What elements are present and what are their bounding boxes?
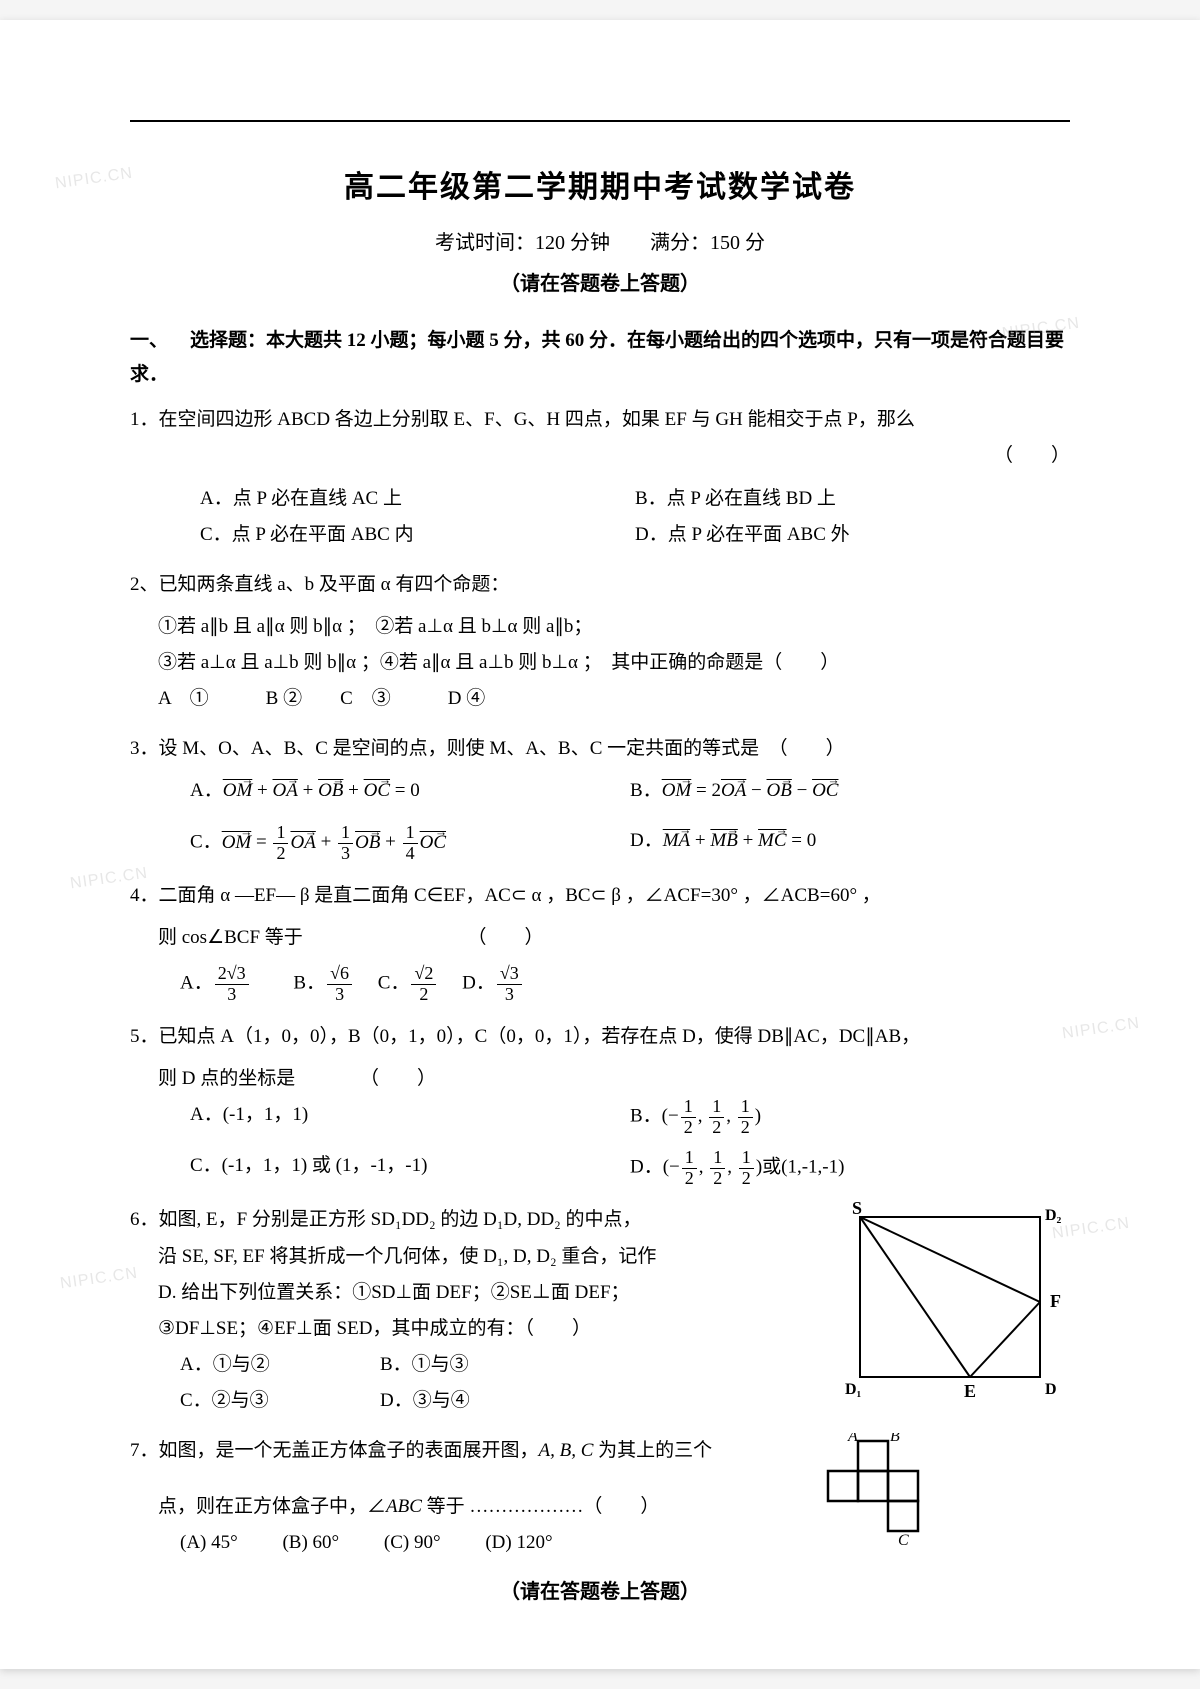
q3-opt-a: A．OM + OA + OB + OC = 0 <box>190 773 630 809</box>
q2-stem: 2、已知两条直线 a、b 及平面 α 有四个命题： <box>130 567 1070 603</box>
q1-stem: 1．在空间四边形 ABCD 各边上分别取 E、F、G、H 四点，如果 EF 与 … <box>130 409 915 430</box>
exam-meta: 考试时间：120 分钟 满分：150 分 <box>130 226 1070 255</box>
q5-opt-b: B．(−12, 12, 12) <box>630 1097 1070 1138</box>
svg-text:C: C <box>898 1532 909 1549</box>
q6-stem4: ③DF⊥SE；④EF⊥面 SED，其中成立的有：（ ） <box>130 1311 830 1347</box>
question-1: 1．在空间四边形 ABCD 各边上分别取 E、F、G、H 四点，如果 EF 与 … <box>130 402 1070 552</box>
q7-opts: (A) 45° (B) 60° (C) 90° (D) 120° <box>130 1525 850 1561</box>
q4-paren: （ ） <box>468 927 544 948</box>
svg-text:B: B <box>890 1433 900 1445</box>
q6-opt-b: B．①与③ <box>380 1347 469 1383</box>
exam-title: 高二年级第二学期期中考试数学试卷 <box>130 162 1070 206</box>
header-rule <box>130 120 1070 122</box>
svg-text:D₁: D₁ <box>845 1381 862 1398</box>
q5-stem: 5．已知点 A（1，0，0），B（0，1，0），C（0，0，1），若存在点 D，… <box>130 1019 1070 1055</box>
q6-opt-d: D．③与④ <box>380 1383 470 1419</box>
q1-opt-c: C．点 P 必在平面 ABC 内 <box>200 517 635 553</box>
q7-stem2: 点，则在正方体盒子中，∠ABC 等于 ………………（ ） <box>130 1489 850 1525</box>
watermark: NIPIC.CN <box>59 1265 139 1294</box>
q3-opt-c: C．OM = 12OA + 13OB + 14OC <box>190 823 630 864</box>
q4-opts: A．2√33 B．√63 C．√22 D．√33 <box>130 964 1070 1005</box>
exam-page: NIPIC.CN NIPIC.CN NIPIC.CN NIPIC.CN NIPI… <box>0 20 1200 1669</box>
svg-text:E: E <box>964 1381 976 1401</box>
q1-opt-b: B．点 P 必在直线 BD 上 <box>635 481 1070 517</box>
section-heading: 一、选择题：本大题共 12 小题；每小题 5 分，共 60 分．在每小题给出的四… <box>130 324 1070 392</box>
section-text: 选择题：本大题共 12 小题；每小题 5 分，共 60 分．在每小题给出的四个选… <box>130 330 1064 385</box>
q2-opts: A ① B ② C ③ D ④ <box>130 681 1070 717</box>
question-2: 2、已知两条直线 a、b 及平面 α 有四个命题： ①若 a∥b 且 a∥α 则… <box>130 567 1070 717</box>
q6-stem2: 沿 SE, SF, EF 将其折成一个几何体，使 D₁, D, D₂ 重合，记作 <box>130 1239 830 1275</box>
q7-stem1: 7．如图，是一个无盖正方体盒子的表面展开图，A, B, C 为其上的三个 <box>130 1433 850 1469</box>
watermark: NIPIC.CN <box>1061 1015 1141 1044</box>
question-3: 3．设 M、O、A、B、C 是空间的点，则使 M、A、B、C 一定共面的等式是 … <box>130 731 1070 864</box>
svg-text:D: D <box>1045 1381 1057 1398</box>
svg-text:F: F <box>1050 1291 1061 1311</box>
q3-opt-d: D．MA + MB + MC = 0 <box>630 823 1070 864</box>
q5-stem2: 则 D 点的坐标是 <box>158 1068 295 1089</box>
watermark: NIPIC.CN <box>54 165 134 194</box>
q5-paren: （ ） <box>360 1068 436 1089</box>
answer-note: （请在答题卷上答题） <box>130 267 1070 296</box>
q1-opt-d: D．点 P 必在平面 ABC 外 <box>635 517 1070 553</box>
q1-paren: （ ） <box>130 438 1070 474</box>
q2-line2: ③若 a⊥α 且 a⊥b 则 b∥α ；④若 a∥α 且 a⊥b 则 b⊥α ；… <box>130 645 1070 681</box>
svg-text:A: A <box>847 1433 858 1445</box>
question-5: 5．已知点 A（1，0，0），B（0，1，0），C（0，0，1），若存在点 D，… <box>130 1019 1070 1189</box>
q4-stem2: 则 cos∠BCF 等于 <box>158 927 303 948</box>
question-6: 6．如图, E，F 分别是正方形 SD₁DD₂ 的边 D₁D, DD₂ 的中点，… <box>130 1202 1070 1419</box>
q6-stem1: 6．如图, E，F 分别是正方形 SD₁DD₂ 的边 D₁D, DD₂ 的中点， <box>130 1202 830 1238</box>
q6-stem3: D. 给出下列位置关系：①SD⊥面 DEF；②SE⊥面 DEF； <box>130 1275 830 1311</box>
q2-line1: ①若 a∥b 且 a∥α 则 b∥α ； ②若 a⊥α 且 b⊥α 则 a∥b； <box>130 609 1070 645</box>
q6-opt-c: C．②与③ <box>180 1383 380 1419</box>
q6-figure: S D₂ F D₁ E D <box>840 1202 1070 1402</box>
q6-opt-a: A．①与② <box>180 1347 380 1383</box>
q3-opt-b: B．OM = 2OA − OB − OC <box>630 773 1070 809</box>
footer-note: （请在答题卷上答题） <box>130 1575 1070 1604</box>
svg-text:S: S <box>852 1202 862 1218</box>
q5-opt-a: A．(-1，1，1) <box>190 1097 630 1138</box>
svg-text:D₂: D₂ <box>1045 1207 1062 1224</box>
question-7: 7．如图，是一个无盖正方体盒子的表面展开图，A, B, C 为其上的三个 点，则… <box>130 1433 1070 1561</box>
question-4: 4．二面角 α —EF— β 是直二面角 C∈EF，AC⊂ α ，BC⊂ β ，… <box>130 878 1070 1005</box>
q7-figure: A B C <box>820 1433 950 1563</box>
q1-opt-a: A．点 P 必在直线 AC 上 <box>200 481 635 517</box>
q3-stem: 3．设 M、O、A、B、C 是空间的点，则使 M、A、B、C 一定共面的等式是 … <box>130 731 1070 767</box>
q4-stem: 4．二面角 α —EF— β 是直二面角 C∈EF，AC⊂ α ，BC⊂ β ，… <box>130 878 1070 914</box>
q5-opt-d: D．(−12, 12, 12)或(1,-1,-1) <box>630 1148 1070 1189</box>
section-number: 一、 <box>130 324 190 358</box>
q5-opt-c: C．(-1，1，1) 或 (1，-1，-1) <box>190 1148 630 1189</box>
